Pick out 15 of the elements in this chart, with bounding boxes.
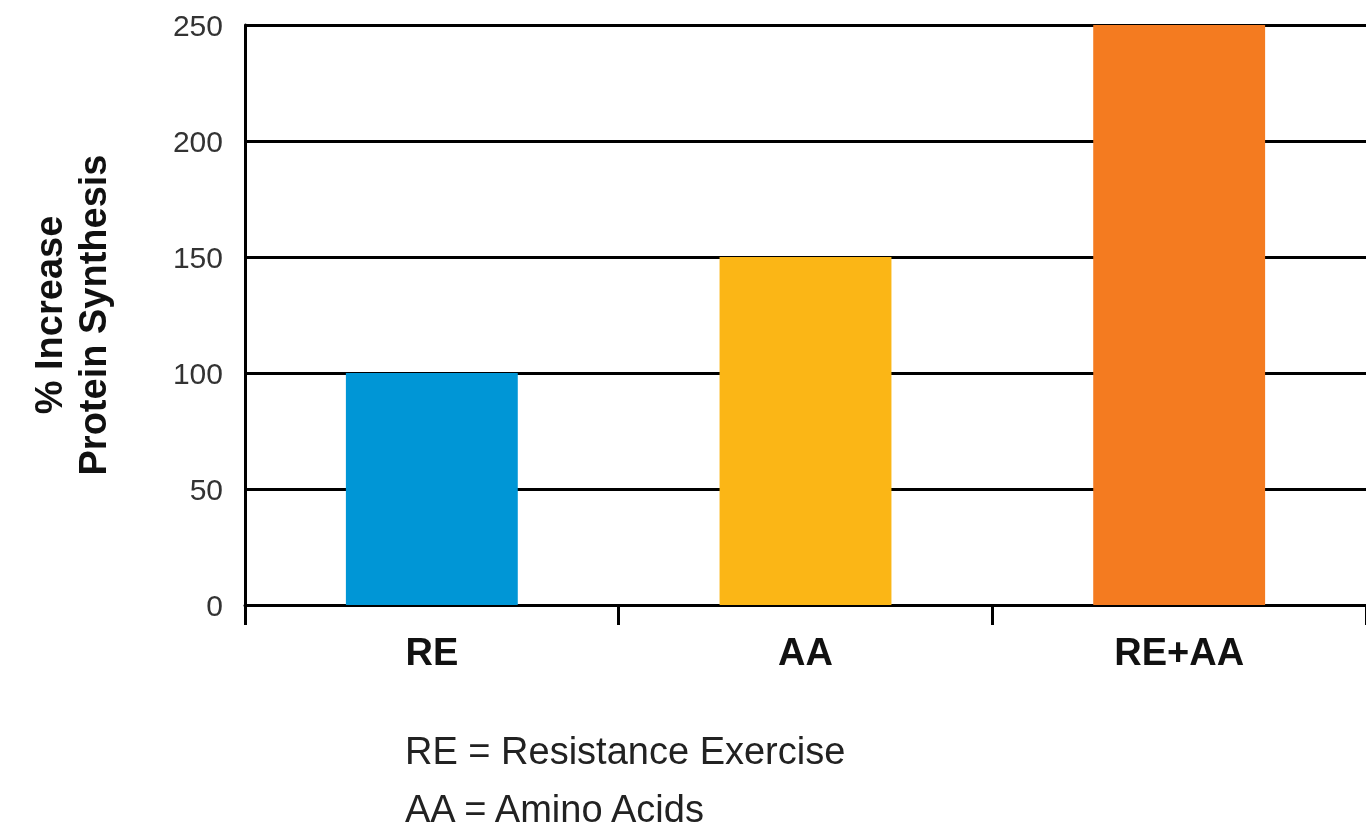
bar [719, 257, 892, 605]
y-tick-label: 0 [206, 588, 223, 622]
x-tick-label: RE [405, 631, 459, 673]
bar [345, 373, 518, 605]
y-axis-title: % Increase Protein Synthesis [28, 154, 114, 476]
x-tick-label: AA [778, 631, 833, 673]
y-tick-label: 50 [189, 472, 223, 506]
y-tick-label: 150 [172, 240, 223, 274]
y-tick-label: 100 [172, 356, 223, 390]
y-tick-label: 250 [172, 8, 223, 42]
bar [1093, 25, 1266, 605]
text: AA = Amino Acids [405, 788, 704, 830]
y-tick-label: 200 [172, 124, 223, 158]
x-tick-label: RE+AA [1114, 631, 1245, 673]
text: RE = Resistance Exercise [405, 730, 846, 772]
